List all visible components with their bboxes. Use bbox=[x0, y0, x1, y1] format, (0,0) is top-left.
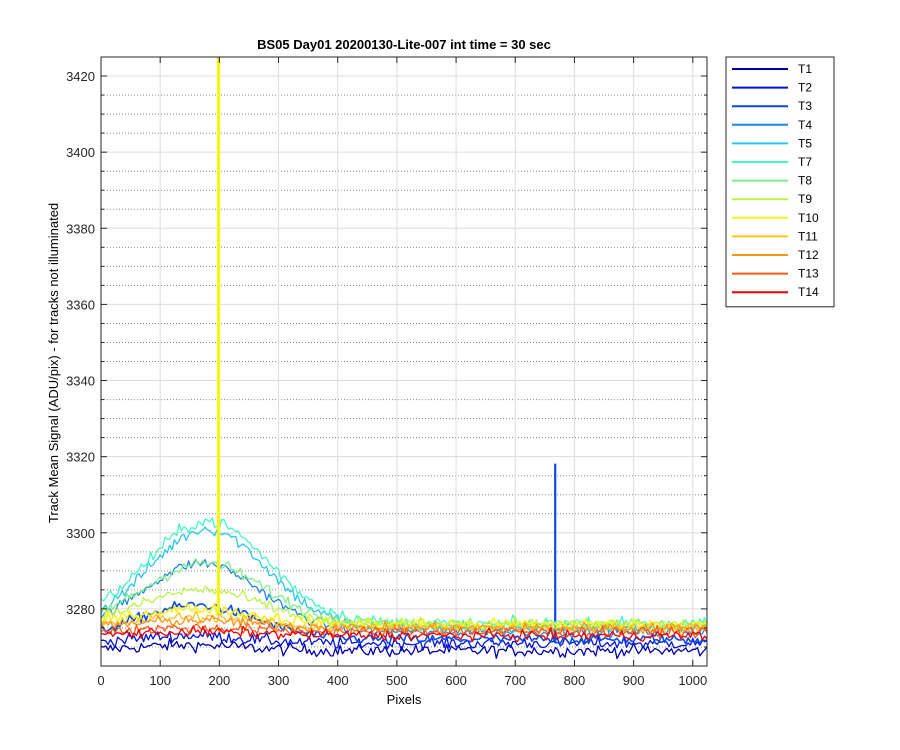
y-tick-label: 3360 bbox=[66, 297, 95, 312]
y-tick-label: 3300 bbox=[66, 526, 95, 541]
series-layer bbox=[101, 57, 707, 660]
legend-box bbox=[725, 56, 835, 308]
x-tick-label: 600 bbox=[445, 673, 467, 688]
x-axis-label: Pixels bbox=[387, 692, 422, 707]
y-axis-label: Track Mean Signal (ADU/pix) - for tracks… bbox=[46, 203, 61, 523]
legend-label-T7: T7 bbox=[798, 155, 812, 169]
x-tick-label: 900 bbox=[623, 673, 645, 688]
y-tick-label: 3320 bbox=[66, 450, 95, 465]
legend-label-T3: T3 bbox=[798, 99, 812, 113]
legend-label-T8: T8 bbox=[798, 174, 812, 188]
x-tick-label: 200 bbox=[209, 673, 231, 688]
series-line-T2 bbox=[101, 629, 707, 652]
y-tick-label: 3340 bbox=[66, 374, 95, 389]
legend-label-T11: T11 bbox=[798, 229, 818, 243]
legend: T1 T2 T3 T4 T5 T7 T8 T9 T10 T11 T12 T13 T14 bbox=[725, 56, 835, 308]
legend-label-T10: T10 bbox=[798, 211, 819, 225]
legend-label-T1: T1 bbox=[798, 62, 812, 76]
x-tick-label: 100 bbox=[149, 673, 171, 688]
x-tick-label: 700 bbox=[504, 673, 526, 688]
y-tick-label: 3420 bbox=[66, 69, 95, 84]
x-tick-label: 800 bbox=[564, 673, 586, 688]
y-tick-label: 3400 bbox=[66, 145, 95, 160]
series-line-T14 bbox=[101, 625, 707, 643]
legend-label-T12: T12 bbox=[798, 248, 819, 262]
x-tick-label: 500 bbox=[386, 673, 408, 688]
ticks: 0 100 200 300 400 500 600 700 800 900 1000 3280 3300… bbox=[66, 57, 707, 688]
series-line-T3 bbox=[101, 463, 707, 646]
legend-label-T2: T2 bbox=[798, 81, 812, 95]
x-tick-label: 0 bbox=[97, 673, 104, 688]
series-line-T11 bbox=[101, 610, 707, 635]
x-tick-label: 1000 bbox=[678, 673, 707, 688]
series-line-T9 bbox=[101, 585, 707, 632]
x-tick-label: 400 bbox=[327, 673, 349, 688]
legend-label-T9: T9 bbox=[798, 192, 812, 206]
y-tick-label: 3380 bbox=[66, 221, 95, 236]
y-tick-label: 3280 bbox=[66, 602, 95, 617]
chart-title: BS05 Day01 20200130-Lite-007 int time = … bbox=[257, 37, 551, 52]
legend-label-T5: T5 bbox=[798, 136, 812, 150]
x-tick-label: 300 bbox=[268, 673, 290, 688]
series-line-T1 bbox=[101, 637, 707, 660]
grid bbox=[100, 57, 707, 666]
legend-label-T4: T4 bbox=[798, 118, 812, 132]
series-line-T12 bbox=[101, 614, 707, 635]
legend-label-T14: T14 bbox=[798, 285, 819, 299]
legend-label-T13: T13 bbox=[798, 267, 819, 281]
